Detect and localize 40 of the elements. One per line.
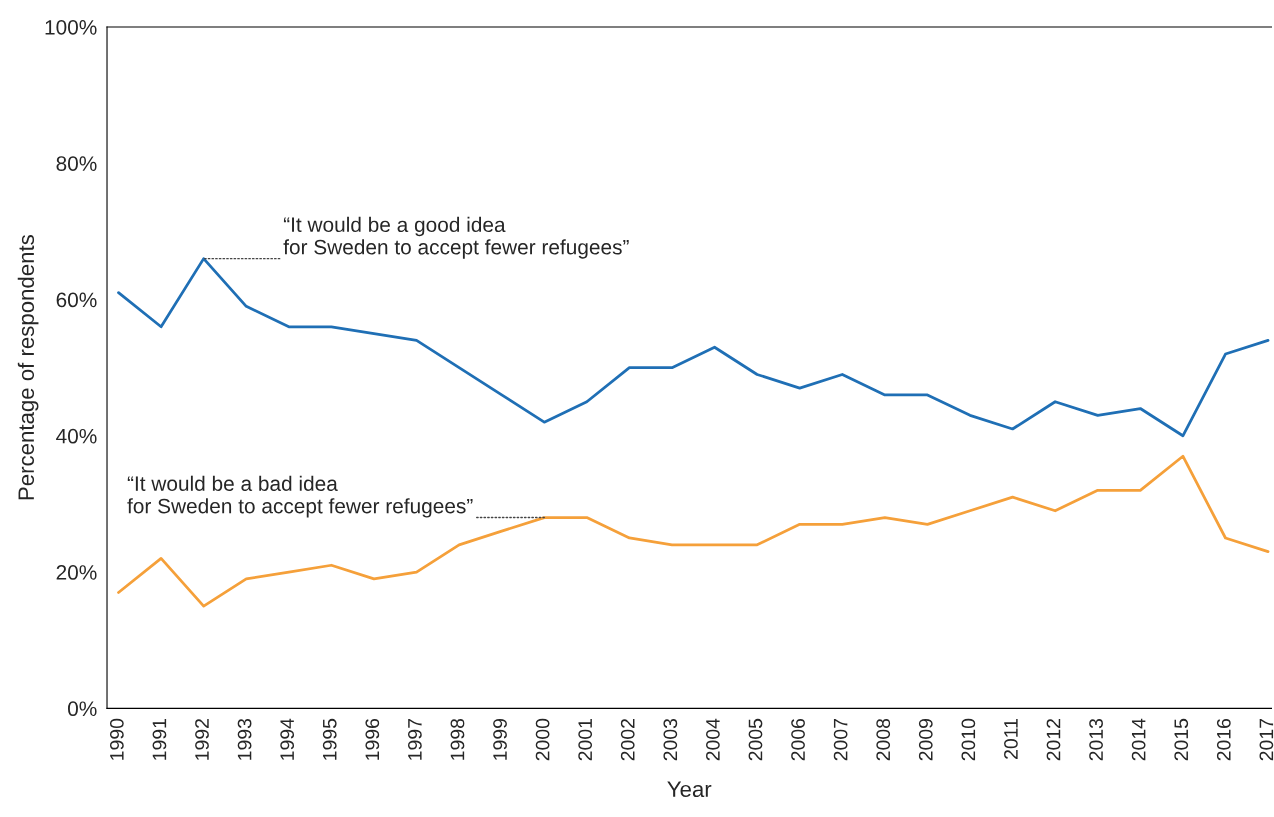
x-tick-label: 1990	[109, 718, 124, 760]
x-tick-label: 2012	[1046, 719, 1061, 761]
x-tick-label: 2010	[961, 718, 976, 761]
x-tick-label: 2016	[1216, 718, 1231, 761]
x-tick-label: 1998	[450, 718, 465, 760]
x-tick-label: 2013	[1089, 718, 1103, 761]
y-tick-label: 20%	[56, 565, 97, 580]
x-tick-label: 1995	[322, 718, 337, 760]
y-tick-label: 100%	[45, 19, 97, 35]
x-tick-label: 2014	[1131, 718, 1146, 761]
annotation: “It would be a good idea for Sweden to accept fewer refugees”	[283, 216, 629, 259]
x-tick-label: 2007	[833, 719, 848, 761]
x-tick-label: 2006	[791, 718, 805, 761]
y-tick-label: 0%	[68, 701, 97, 717]
x-axis-title: Year	[667, 781, 712, 798]
y-tick-label: 80%	[56, 156, 97, 171]
line-series	[117, 257, 1270, 438]
x-tick-label: 2001	[578, 719, 593, 761]
annotation: “It would be a bad idea for Sweden to accept fewer refugees”	[127, 475, 473, 518]
x-tick-label: 2015	[1174, 718, 1189, 761]
x-tick-label: 2009	[918, 718, 933, 761]
y-tick-label: 40%	[56, 428, 97, 444]
x-tick-label: 1997	[407, 719, 422, 760]
x-tick-label: 1999	[493, 718, 507, 760]
y-axis-title: Percentage of respondents	[17, 235, 39, 500]
x-tick-label: 2004	[706, 718, 720, 761]
x-tick-label: 2011	[1004, 719, 1018, 759]
x-tick-label: 2008	[876, 718, 891, 761]
x-tick-label: 1993	[237, 718, 252, 760]
x-tick-label: 2002	[620, 719, 635, 761]
line-series	[117, 454, 1270, 608]
x-tick-label: 2017	[1259, 719, 1274, 761]
x-tick-label: 2005	[748, 718, 763, 761]
x-tick-label: 1996	[365, 718, 380, 760]
x-tick-label: 1991	[152, 719, 167, 760]
x-tick-label: 1994	[280, 718, 295, 760]
x-tick-label: 2003	[663, 718, 678, 761]
y-tick-label: 60%	[56, 292, 97, 308]
x-tick-label: 1992	[195, 719, 209, 760]
x-tick-label: 2000	[535, 718, 550, 761]
